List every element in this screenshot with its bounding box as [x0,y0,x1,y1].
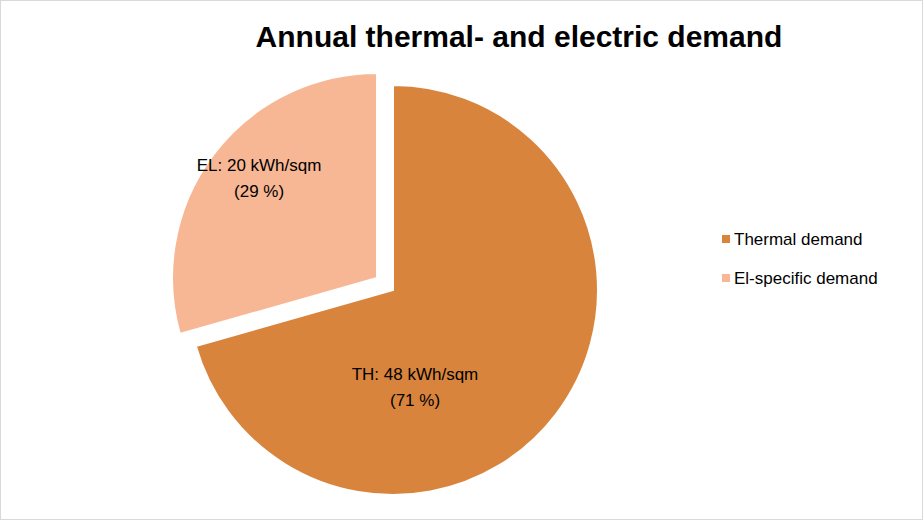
chart: Annual thermal- and electric demand TH: 4… [0,0,923,520]
percent-label: (71 %) [390,391,440,410]
legend-swatch [722,235,730,243]
title: Annual thermal- and electric demand [256,20,783,53]
data-label: EL: 20 kWh/sqm [197,156,322,175]
pie: TH: 48 kWh/sqm (71 %) EL: 20 kWh/sqm (29 %) [172,73,598,495]
legend-label: Thermal demand [734,230,863,249]
legend-swatch [722,274,730,282]
data-label: TH: 48 kWh/sqm [352,365,479,384]
legend-entry: Thermal demand [722,230,863,249]
legend: Thermal demand El-specific demand [722,230,878,288]
percent-label: (29 %) [234,182,284,201]
pie-slice [172,73,377,334]
legend-label: El-specific demand [734,269,878,288]
chart-frame [1,1,923,520]
legend-entry: El-specific demand [722,269,878,288]
